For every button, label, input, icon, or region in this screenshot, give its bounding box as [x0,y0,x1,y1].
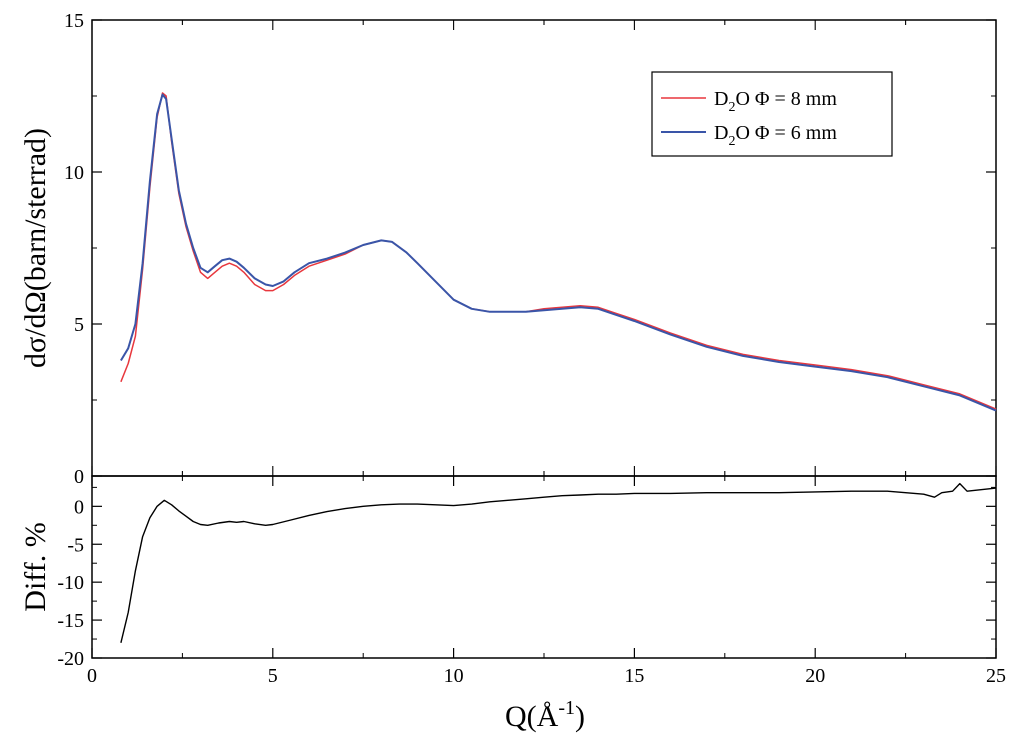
bottom-ticks: 0 5 10 15 20 25 -20 -15 -10 -5 0 [57,476,1006,687]
top-y-tick-label: 10 [64,162,84,184]
legend-label-8mm-main: D [714,88,728,110]
top-panel: 0 5 10 15 dσ/dΩ(barn/sterrad) D2O Φ = 8 mm … [19,10,997,488]
bottom-y-tick-label: 0 [74,496,84,518]
bottom-x-tick-label: 0 [87,665,97,687]
top-y-axis-title: dσ/dΩ(barn/sterrad) [19,128,52,368]
bottom-series-group [120,482,997,643]
legend-label-6mm-rest: O Φ = 6 mm [735,122,837,144]
difference-line [120,482,997,643]
top-y-tick-label: 0 [74,466,84,488]
bottom-y-axis-title: Diff. % [19,522,52,611]
x-axis-title-sup: -1 [558,697,575,719]
bottom-x-tick-label: 25 [986,665,1006,687]
x-axis-title-main: Q(Å [505,700,559,733]
legend-label-6mm-main: D [714,122,728,144]
bottom-plot-frame [91,475,997,659]
bottom-x-tick-label: 20 [805,665,825,687]
legend-label-6mm: D2O Φ = 6 mm [714,122,837,149]
legend-label-8mm-sub: 2 [728,100,735,115]
legend-label-8mm-rest: O Φ = 8 mm [735,88,837,110]
legend-label-8mm: D2O Φ = 8 mm [714,88,837,115]
legend-box [651,71,893,157]
legend: D2O Φ = 8 mm D2O Φ = 6 mm [651,71,893,157]
bottom-y-tick-label: -20 [57,648,84,670]
top-y-ticks: 0 5 10 15 [64,10,997,488]
series-line-6mm [120,93,997,412]
top-y-tick-label: 5 [74,314,84,336]
legend-label-6mm-sub: 2 [728,134,735,149]
bottom-x-tick-label: 15 [624,665,644,687]
bottom-x-tick-label: 10 [444,665,464,687]
x-axis-title-end: ) [575,700,585,733]
top-y-tick-label: 15 [64,10,84,32]
bottom-x-tick-label: 5 [268,665,278,687]
x-axis-title: Q(Å-1) [505,697,585,733]
bottom-y-tick-label: -5 [67,534,84,556]
top-series-group [120,92,997,412]
bottom-panel: 0 5 10 15 20 25 -20 -15 -10 -5 0 Diff. % Q(Å-1) [19,475,1006,733]
bottom-y-tick-label: -10 [57,572,84,594]
bottom-y-tick-label: -15 [57,610,84,632]
